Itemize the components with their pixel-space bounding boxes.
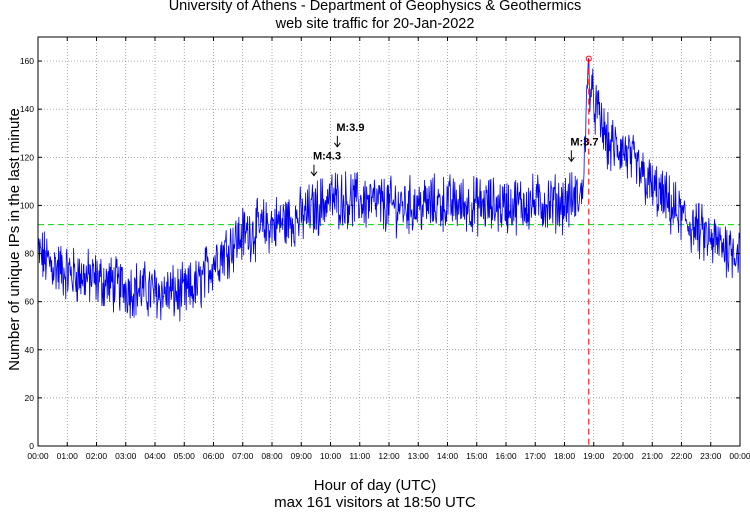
x-tick-label: 06:00 [203,451,225,461]
x-tick-label: 21:00 [642,451,664,461]
x-tick-label: 02:00 [86,451,108,461]
x-tick-label: 00:00 [27,451,49,461]
chart-subtitle: web site traffic for 20-Jan-2022 [275,16,475,32]
x-tick-label: 16:00 [495,451,517,461]
x-tick-label: 00:00 [729,451,750,461]
y-tick-label: 80 [25,249,35,259]
y-tick-label: 60 [25,297,35,307]
annotation-arrowhead [567,156,575,163]
x-tick-label: 12:00 [378,451,400,461]
y-tick-label: 0 [29,441,34,451]
x-tick-label: 17:00 [525,451,547,461]
x-tick-label: 01:00 [57,451,79,461]
y-tick-label: 140 [20,104,34,114]
y-tick-label: 20 [25,393,35,403]
x-tick-label: 03:00 [115,451,137,461]
annotation-label: M:3.7 [570,136,598,148]
x-tick-label: 14:00 [437,451,459,461]
peak-marker [585,55,592,62]
x-tick-label: 09:00 [291,451,313,461]
x-tick-label: 18:00 [554,451,576,461]
y-tick-label: 40 [25,345,35,355]
y-tick-label: 120 [20,152,34,162]
y-tick-label: 100 [20,200,34,210]
series-line-unique-ips [37,58,740,322]
x-tick-label: 23:00 [700,451,722,461]
x-axis-label: Hour of day (UTC) [313,477,437,494]
x-tick-label: 13:00 [408,451,430,461]
annotation-label: M:3.9 [336,122,364,134]
x-tick-label: 11:00 [349,451,370,461]
chart-title: University of Athens - Department of Geo… [168,0,582,14]
x-tick-label: 08:00 [261,451,283,461]
chart-footer: max 161 visitors at 18:50 UTC [274,494,476,511]
x-tick-label: 05:00 [174,451,196,461]
x-tick-label: 22:00 [671,451,693,461]
x-tick-label: 15:00 [466,451,488,461]
x-tick-label: 07:00 [232,451,254,461]
annotation-arrowhead [333,142,341,148]
annotation-label: M:4.3 [313,151,341,163]
x-tick-label: 19:00 [583,451,605,461]
annotation-arrowhead [310,171,318,177]
x-tick-label: 20:00 [612,451,634,461]
x-tick-label: 04:00 [144,451,166,461]
y-tick-label: 160 [20,56,34,66]
x-tick-label: 10:00 [320,451,342,461]
